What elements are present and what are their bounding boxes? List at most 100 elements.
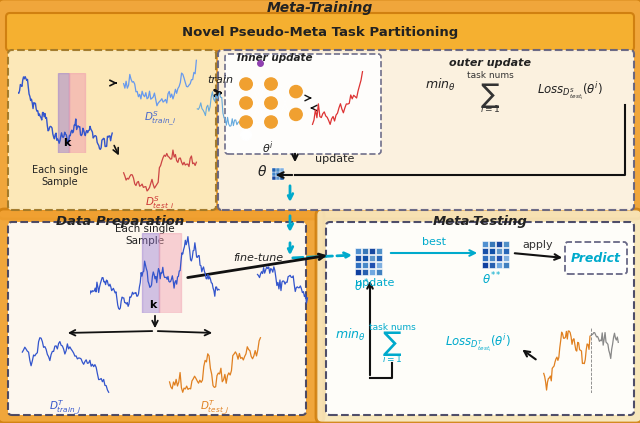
Bar bbox=[58, 73, 70, 153]
Text: $Loss_{D^S_{test_i}}(\theta^i)$: $Loss_{D^S_{test_i}}(\theta^i)$ bbox=[537, 80, 603, 102]
Bar bbox=[280, 168, 284, 172]
Text: apply: apply bbox=[523, 240, 554, 250]
Text: Meta-Testing: Meta-Testing bbox=[433, 214, 527, 228]
Bar bbox=[496, 255, 502, 261]
Bar bbox=[482, 262, 488, 268]
Circle shape bbox=[240, 78, 252, 90]
Text: $i=1$: $i=1$ bbox=[381, 352, 403, 363]
Text: $\sum$: $\sum$ bbox=[480, 80, 500, 110]
Bar bbox=[489, 255, 495, 261]
Bar bbox=[489, 248, 495, 254]
Text: $D^T_{test\_j}$: $D^T_{test\_j}$ bbox=[200, 399, 230, 417]
Text: task nums: task nums bbox=[369, 322, 415, 332]
Bar bbox=[355, 262, 361, 268]
Bar bbox=[503, 255, 509, 261]
Bar bbox=[272, 176, 275, 180]
Text: update: update bbox=[315, 154, 355, 164]
Circle shape bbox=[265, 78, 277, 90]
Bar bbox=[503, 262, 509, 268]
Text: task nums: task nums bbox=[467, 71, 513, 80]
FancyBboxPatch shape bbox=[8, 50, 216, 210]
Bar bbox=[376, 269, 382, 275]
Text: $\theta^*$: $\theta^*$ bbox=[354, 278, 370, 294]
Bar bbox=[376, 262, 382, 268]
Text: Meta-Training: Meta-Training bbox=[267, 1, 373, 15]
Text: $min_{\theta}$: $min_{\theta}$ bbox=[335, 327, 365, 343]
Text: ⊙: ⊙ bbox=[243, 132, 249, 138]
Circle shape bbox=[240, 116, 252, 128]
Text: Each single
Sample: Each single Sample bbox=[32, 165, 88, 187]
Bar bbox=[280, 173, 284, 176]
Bar bbox=[159, 233, 181, 313]
Bar bbox=[355, 255, 361, 261]
Bar bbox=[482, 241, 488, 247]
Text: Each single
Sample: Each single Sample bbox=[115, 224, 175, 246]
Bar bbox=[70, 73, 85, 153]
Circle shape bbox=[240, 97, 252, 109]
Text: Inner update: Inner update bbox=[237, 53, 313, 63]
Bar bbox=[369, 269, 375, 275]
Bar bbox=[276, 176, 280, 180]
Text: train: train bbox=[207, 75, 233, 85]
Circle shape bbox=[265, 116, 277, 128]
Bar bbox=[496, 248, 502, 254]
FancyBboxPatch shape bbox=[565, 242, 627, 274]
Text: $min_{\theta}$: $min_{\theta}$ bbox=[424, 77, 456, 93]
FancyBboxPatch shape bbox=[6, 13, 634, 51]
Text: outer update: outer update bbox=[449, 58, 531, 68]
Text: Novel Pseudo-Meta Task Partitioning: Novel Pseudo-Meta Task Partitioning bbox=[182, 25, 458, 38]
Bar bbox=[376, 248, 382, 254]
Bar bbox=[496, 262, 502, 268]
Text: $D^T_{train\_j}$: $D^T_{train\_j}$ bbox=[49, 399, 81, 417]
Bar bbox=[369, 248, 375, 254]
Bar bbox=[142, 233, 159, 313]
Circle shape bbox=[290, 85, 302, 98]
Text: k: k bbox=[63, 138, 70, 148]
FancyBboxPatch shape bbox=[0, 0, 640, 219]
Bar bbox=[362, 269, 368, 275]
FancyBboxPatch shape bbox=[316, 209, 640, 423]
Bar bbox=[376, 255, 382, 261]
Bar bbox=[272, 168, 275, 172]
Text: best: best bbox=[422, 237, 446, 247]
Circle shape bbox=[241, 129, 252, 140]
Bar bbox=[355, 248, 361, 254]
Bar bbox=[482, 255, 488, 261]
Bar bbox=[362, 255, 368, 261]
Text: fine-tune: fine-tune bbox=[233, 253, 283, 263]
Circle shape bbox=[265, 97, 277, 109]
FancyBboxPatch shape bbox=[8, 222, 306, 415]
Bar bbox=[369, 262, 375, 268]
Bar bbox=[496, 241, 502, 247]
Bar bbox=[503, 248, 509, 254]
FancyBboxPatch shape bbox=[225, 54, 381, 154]
Bar bbox=[482, 248, 488, 254]
Bar bbox=[489, 262, 495, 268]
Bar bbox=[280, 176, 284, 180]
Bar bbox=[489, 241, 495, 247]
Text: $\theta$: $\theta$ bbox=[257, 164, 267, 179]
Text: update: update bbox=[355, 278, 395, 288]
Text: k: k bbox=[149, 300, 156, 310]
Bar bbox=[276, 173, 280, 176]
Text: $\theta^i$: $\theta^i$ bbox=[262, 140, 274, 157]
Bar bbox=[362, 262, 368, 268]
Text: Predict: Predict bbox=[571, 252, 621, 264]
Circle shape bbox=[290, 108, 302, 121]
Text: $\theta^{**}$: $\theta^{**}$ bbox=[482, 271, 502, 288]
FancyBboxPatch shape bbox=[218, 50, 634, 210]
Text: $i=1$: $i=1$ bbox=[480, 102, 500, 113]
Bar bbox=[276, 168, 280, 172]
Text: $D^S_{train\_i}$: $D^S_{train\_i}$ bbox=[144, 110, 176, 128]
Text: $D^S_{test\_i}$: $D^S_{test\_i}$ bbox=[145, 195, 175, 213]
FancyBboxPatch shape bbox=[326, 222, 634, 415]
Bar bbox=[272, 173, 275, 176]
Text: $\sum$: $\sum$ bbox=[382, 329, 402, 357]
Bar bbox=[362, 248, 368, 254]
Bar bbox=[355, 269, 361, 275]
Bar bbox=[503, 241, 509, 247]
Text: $Loss_{D^T_{test_i}}(\theta^i)$: $Loss_{D^T_{test_i}}(\theta^i)$ bbox=[445, 332, 511, 354]
Bar bbox=[369, 255, 375, 261]
FancyBboxPatch shape bbox=[0, 209, 324, 423]
Text: Data Preparation: Data Preparation bbox=[56, 214, 184, 228]
